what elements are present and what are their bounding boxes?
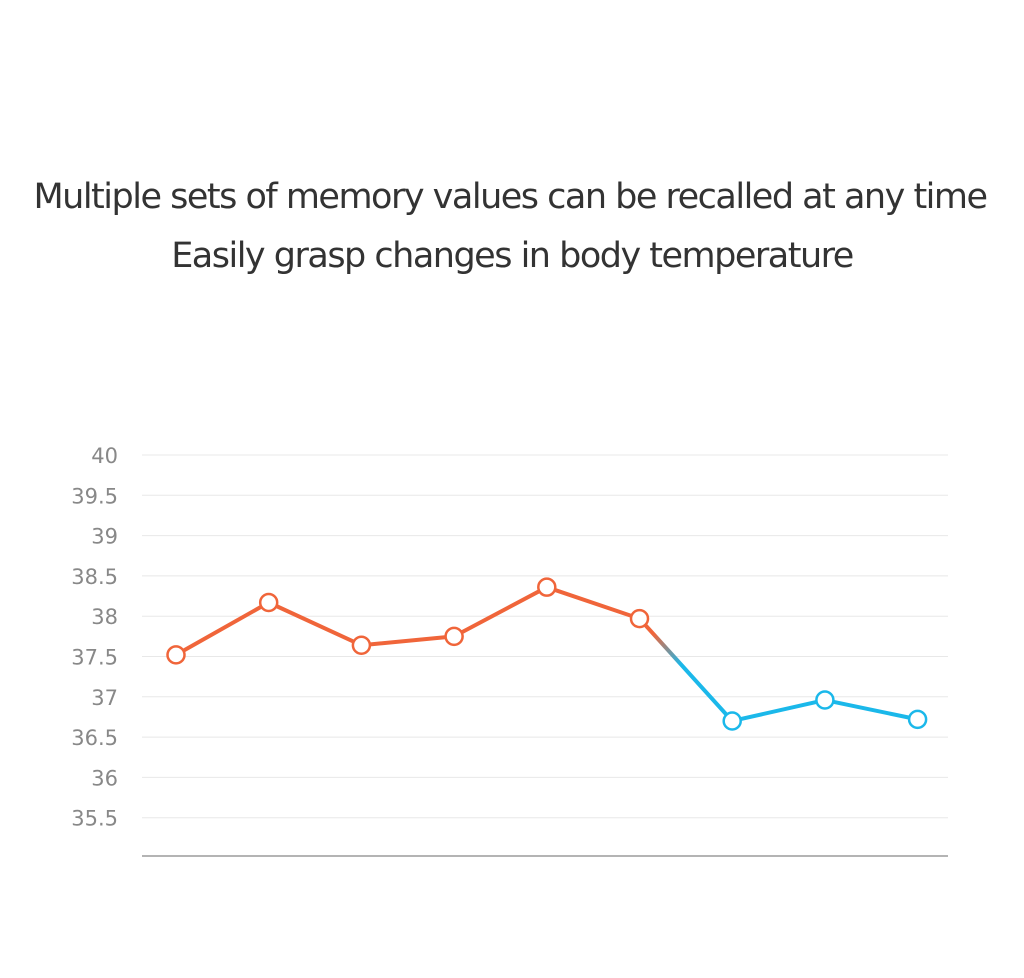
data-point	[444, 626, 464, 647]
data-point	[166, 645, 186, 665]
y-tick-label: 38.5	[71, 565, 118, 589]
headline-line-1: Multiple sets of memory values can be re…	[33, 177, 988, 217]
data-point	[629, 608, 650, 629]
y-tick-label: 39	[91, 525, 118, 549]
data-point	[815, 690, 835, 710]
data-point	[258, 592, 279, 613]
line-segment	[544, 585, 642, 621]
y-tick-label: 38	[91, 605, 118, 629]
line-segment	[174, 600, 271, 657]
data-point	[722, 711, 742, 731]
line-segment	[730, 698, 827, 723]
y-tick-label: 36	[91, 766, 118, 790]
line-segment	[452, 585, 549, 639]
y-tick-label: 37	[91, 686, 118, 710]
data-point	[907, 709, 928, 730]
data-point	[537, 577, 557, 597]
line-segment	[266, 600, 364, 648]
line-segment	[637, 616, 735, 723]
data-point	[351, 635, 372, 655]
y-tick-label: 35.5	[71, 807, 118, 831]
y-tick-label: 37.5	[71, 646, 118, 670]
y-tick-label: 39.5	[71, 484, 118, 508]
y-tick-label: 36.5	[71, 726, 118, 750]
line-segment	[822, 698, 920, 722]
y-tick-label: 40	[91, 444, 118, 468]
headline-line-2: Easily grasp changes in body temperature	[171, 236, 854, 276]
line-segment	[359, 634, 457, 648]
